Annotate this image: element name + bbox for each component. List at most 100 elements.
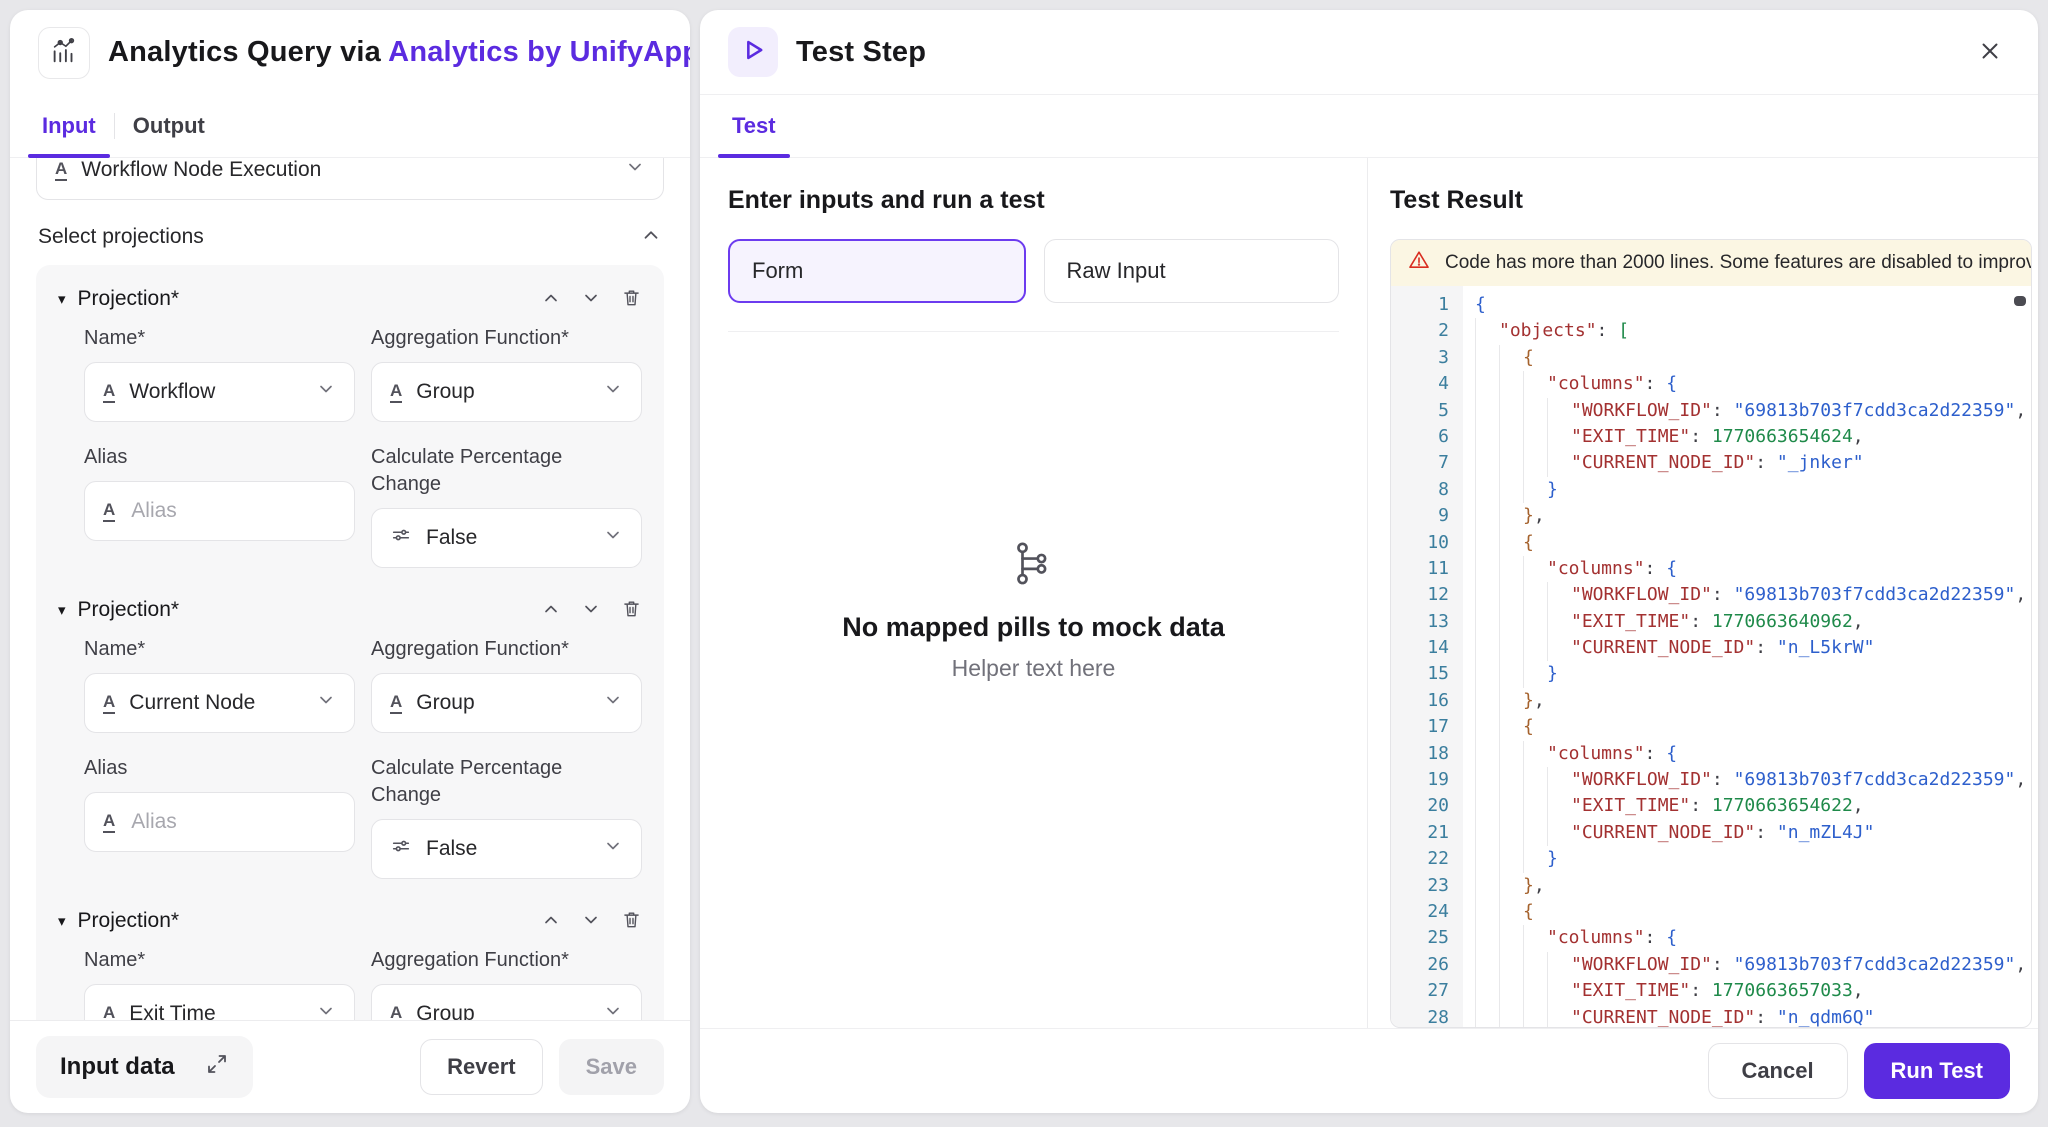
line-number: 26	[1427, 953, 1449, 975]
name-value: Current Node	[129, 691, 256, 714]
tab-test[interactable]: Test	[714, 95, 794, 158]
code-line: {	[1475, 344, 2031, 372]
editor-gutter: 1 2 3 4 5 6 7 8 9 10 11 12 13 14 15 16 17 18 19 20 21 22 23 24 2…	[1391, 286, 1463, 1027]
code-line: "CURRENT_NODE_ID": "n_qdm6Q"	[1475, 1004, 2031, 1027]
editor-lines[interactable]: {"objects": [{"columns": {"WORKFLOW_ID":…	[1463, 286, 2031, 1027]
warning-text: Code has more than 2000 lines. Some feat…	[1445, 252, 2031, 273]
mode-raw-input-button[interactable]: Raw Input	[1043, 239, 1339, 303]
chevron-down-icon	[603, 379, 623, 405]
text-type-icon: A	[103, 501, 116, 522]
code-line: {	[1475, 898, 2031, 926]
move-up-button[interactable]	[541, 599, 561, 622]
alias-label: Alias	[84, 446, 128, 468]
input-output-tabs: Input Output	[10, 95, 690, 158]
sliders-icon	[390, 524, 412, 552]
delete-projection-button[interactable]	[621, 909, 642, 933]
alias-input[interactable]	[129, 498, 336, 524]
close-button[interactable]	[1970, 32, 2010, 72]
code-line: "columns": {	[1475, 740, 2031, 768]
line-number: 8	[1438, 478, 1449, 500]
chevron-down-icon	[316, 1001, 336, 1020]
move-up-button[interactable]	[541, 288, 561, 311]
aggregation-select[interactable]: A Group	[371, 984, 642, 1020]
collapse-projection-button[interactable]: ▾	[58, 912, 66, 930]
app-name-link[interactable]: Analytics by UnifyApps	[388, 36, 690, 68]
line-number: 14	[1427, 637, 1449, 659]
name-field: Name* A Exit Time	[84, 947, 355, 1020]
calc-percentage-select[interactable]: False	[371, 819, 642, 879]
close-icon	[1977, 38, 2003, 67]
input-form-scroll: A Workflow Node Execution Select project…	[10, 158, 690, 1020]
text-type-icon: A	[103, 812, 116, 833]
name-field: Name* A Current Node	[84, 636, 355, 733]
chevron-down-icon	[581, 599, 601, 622]
name-value: Workflow	[129, 380, 216, 403]
collapse-section-button[interactable]	[640, 224, 662, 249]
name-label: Name*	[84, 638, 146, 660]
chevron-down-icon	[603, 525, 623, 551]
projection-title: Projection*	[77, 598, 180, 621]
calc-percentage-select[interactable]: False	[371, 508, 642, 568]
aggregation-label: Aggregation Function*	[371, 949, 569, 971]
code-line: "columns": {	[1475, 925, 2031, 952]
text-type-icon: A	[103, 382, 116, 403]
mode-form-button[interactable]: Form	[728, 239, 1026, 303]
test-step-panel: Test Step Test Enter inputs and run a te…	[700, 10, 2038, 1113]
line-number: 11	[1427, 557, 1449, 579]
datasource-select[interactable]: A Workflow Node Execution	[36, 158, 664, 200]
test-step-body: Enter inputs and run a test Form Raw Inp…	[700, 158, 2038, 1028]
section-title: Select projections	[38, 224, 204, 248]
collapse-projection-button[interactable]: ▾	[58, 601, 66, 619]
code-area: 1 2 3 4 5 6 7 8 9 10 11 12 13 14 15 16 17 18 19 20 21 22 23 24 2…	[1391, 286, 2031, 1027]
name-select[interactable]: A Current Node	[84, 673, 355, 733]
alias-input[interactable]	[129, 809, 336, 835]
code-line: "EXIT_TIME": 1770663657033,	[1475, 978, 2031, 1005]
collapse-projection-button[interactable]: ▾	[58, 290, 66, 308]
name-select[interactable]: A Exit Time	[84, 984, 355, 1020]
line-number: 28	[1427, 1006, 1449, 1027]
tab-output[interactable]: Output	[115, 95, 223, 157]
tab-input[interactable]: Input	[24, 95, 114, 158]
delete-projection-button[interactable]	[621, 598, 642, 622]
editor-warning-banner: Code has more than 2000 lines. Some feat…	[1391, 240, 2031, 286]
chevron-up-icon	[541, 599, 561, 622]
line-number: 10	[1427, 531, 1449, 553]
page-title: Analytics Query via Analytics by UnifyAp…	[108, 36, 690, 69]
move-up-button[interactable]	[541, 910, 561, 933]
save-button[interactable]: Save	[558, 1039, 664, 1095]
input-data-button[interactable]: Input data	[36, 1036, 253, 1098]
code-line: "columns": {	[1475, 371, 2031, 398]
chevron-up-icon	[541, 288, 561, 311]
cancel-button[interactable]: Cancel	[1707, 1043, 1848, 1099]
move-down-button[interactable]	[581, 288, 601, 311]
aggregation-value: Group	[416, 691, 475, 714]
alias-input-wrap: A	[84, 792, 355, 852]
projection-title: Projection*	[77, 287, 180, 310]
calc-percentage-field: Calculate Percentage Change False	[371, 444, 642, 568]
aggregation-select[interactable]: A Group	[371, 673, 642, 733]
code-line: "WORKFLOW_ID": "69813b703f7cdd3ca2d22359…	[1475, 767, 2031, 794]
test-step-chip	[728, 27, 778, 77]
line-number: 23	[1427, 874, 1449, 896]
code-line: "columns": {	[1475, 555, 2031, 583]
move-down-button[interactable]	[581, 599, 601, 622]
line-number: 24	[1427, 900, 1449, 922]
chevron-down-icon	[581, 910, 601, 933]
run-test-button[interactable]: Run Test	[1863, 1043, 2010, 1099]
projections-list: ▾ Projection* Name* A Workflow	[36, 265, 664, 1020]
aggregation-select[interactable]: A Group	[371, 362, 642, 422]
caret-down-icon: ▾	[58, 602, 66, 619]
code-line: {	[1475, 714, 2031, 741]
chevron-down-icon	[603, 690, 623, 716]
line-number: 16	[1427, 689, 1449, 711]
line-number: 13	[1427, 610, 1449, 632]
delete-projection-button[interactable]	[621, 287, 642, 311]
revert-button[interactable]: Revert	[420, 1039, 543, 1095]
code-line: "CURRENT_NODE_ID": "_jnker"	[1475, 450, 2031, 477]
code-line: }	[1475, 661, 2031, 688]
line-number: 9	[1438, 505, 1449, 527]
move-down-button[interactable]	[581, 910, 601, 933]
aggregation-label: Aggregation Function*	[371, 327, 569, 349]
editor-scrollbar-thumb[interactable]	[2014, 296, 2026, 306]
name-select[interactable]: A Workflow	[84, 362, 355, 422]
